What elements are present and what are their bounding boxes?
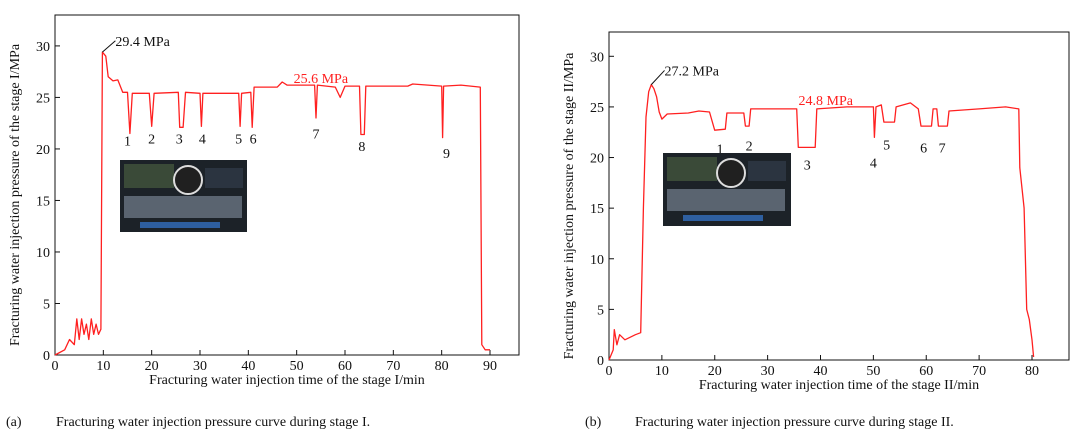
pressure-line [608,83,1035,361]
y-tick-label: 10 [36,246,50,261]
x-tick-label: 10 [96,359,110,374]
x-tick-label: 0 [52,359,59,374]
annotation: 24.8 MPa [799,94,854,109]
x-tick-label: 40 [241,359,255,374]
x-tick-label: 50 [866,364,880,379]
annotation: 7 [313,127,320,142]
annotation: 1 [124,135,131,150]
y-tick-label: 5 [43,297,50,312]
annotation: 6 [250,133,257,148]
y-tick-label: 0 [43,349,50,364]
y-tick-label: 20 [590,152,604,167]
x-tick-label: 20 [145,359,159,374]
annotation: 27.2 MPa [665,64,720,79]
x-axis-title: Fracturing water injection time of the s… [699,378,979,393]
annotation: 2 [746,139,753,154]
x-axis-title: Fracturing water injection time of the s… [149,373,425,388]
annotation: 3 [176,133,183,148]
annotation: 3 [804,159,811,174]
y-tick-label: 5 [597,303,604,318]
x-tick-label: 30 [761,364,775,379]
caption: Fracturing water injection pressure curv… [56,415,370,430]
y-tick-label: 30 [590,50,604,65]
panel: 0 10 20 30 40 50 60 70 80051015202530Fracturing … [562,31,1070,430]
y-tick-label: 15 [36,194,50,209]
caption-label: (b) [585,415,602,430]
y-tick-label: 30 [36,40,50,55]
x-tick-label: 90 [483,359,497,374]
x-tick-label: 30 [193,359,207,374]
inset-screenshot [663,153,791,226]
annotation: 9 [443,147,450,162]
y-axis-title: Fracturing water injection pressure of t… [562,52,577,360]
annotation: 8 [358,140,365,155]
x-tick-label: 20 [708,364,722,379]
caption-label: (a) [6,415,22,430]
annotation-leader [650,70,665,85]
plot-frame [608,31,1070,361]
y-axis-title: Fracturing water injection pressure of t… [8,43,23,346]
x-tick-label: 80 [435,359,449,374]
y-tick-label: 10 [590,253,604,268]
y-tick-label: 15 [590,202,604,217]
y-tick-label: 0 [597,354,604,369]
x-tick-label: 70 [386,359,400,374]
annotation: 29.4 MPa [115,35,170,50]
annotation: 4 [199,133,206,148]
x-tick-label: 80 [1025,364,1039,379]
y-tick-label: 25 [36,91,50,106]
panel: 0 10 20 30 40 50 60 70 80 90051015202530Fracturin… [6,14,520,430]
annotation: 7 [939,141,946,156]
pressure-line [54,51,490,356]
y-tick-label: 25 [590,101,604,116]
x-tick-label: 70 [972,364,986,379]
x-tick-label: 40 [813,364,827,379]
x-tick-label: 0 [606,364,613,379]
x-tick-label: 60 [338,359,352,374]
annotation: 25.6 MPa [294,72,349,87]
inset-screenshot [120,160,247,232]
annotation: 5 [883,138,890,153]
annotation: 6 [920,141,927,156]
annotation: 5 [235,133,242,148]
annotation: 4 [870,157,877,172]
plot-frame [54,14,520,356]
annotation: 2 [148,133,155,148]
x-tick-label: 50 [290,359,304,374]
x-tick-label: 10 [655,364,669,379]
annotation: 1 [717,142,724,157]
caption: Fracturing water injection pressure curv… [635,415,954,430]
annotation-leader [102,40,116,53]
x-tick-label: 60 [919,364,933,379]
y-tick-label: 20 [36,143,50,158]
